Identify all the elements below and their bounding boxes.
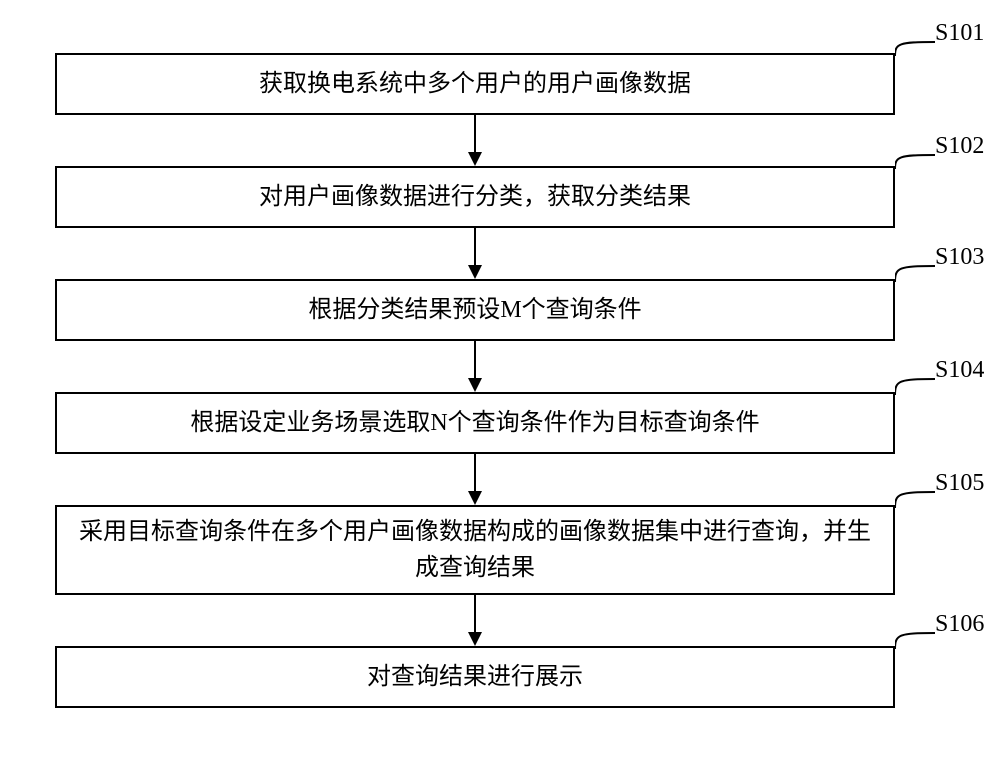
arrow-line [474,595,476,632]
flow-step-text: 根据分类结果预设M个查询条件 [308,292,641,328]
flowchart-canvas: 获取换电系统中多个用户的用户画像数据 S101 对用户画像数据进行分类，获取分类结果… [0,0,1000,771]
connector-S106 [895,631,939,667]
flow-step-label-S105: S105 [935,470,984,497]
flow-step-S101: 获取换电系统中多个用户的用户画像数据 [55,53,895,115]
flow-step-text: 对用户画像数据进行分类，获取分类结果 [259,179,691,215]
arrow-head-icon [468,632,482,646]
flow-step-S105: 采用目标查询条件在多个用户画像数据构成的画像数据集中进行查询，并生成查询结果 [55,505,895,595]
arrow-line [474,454,476,491]
arrow-line [474,228,476,265]
arrow-head-icon [468,265,482,279]
arrow-head-icon [468,378,482,392]
arrow-line [474,115,476,152]
arrow-head-icon [468,491,482,505]
connector-S101 [895,40,939,74]
flow-step-S103: 根据分类结果预设M个查询条件 [55,279,895,341]
flow-step-label-S106: S106 [935,611,984,638]
flow-step-label-S101: S101 [935,20,984,47]
flow-step-text: 采用目标查询条件在多个用户画像数据构成的画像数据集中进行查询，并生成查询结果 [77,514,873,586]
connector-S103 [895,264,939,300]
flow-step-label-S104: S104 [935,357,984,384]
flow-step-S102: 对用户画像数据进行分类，获取分类结果 [55,166,895,228]
connector-S102 [895,153,939,187]
arrow-head-icon [468,152,482,166]
flow-step-text: 对查询结果进行展示 [367,659,583,695]
connector-S105 [895,490,939,526]
flow-step-label-S102: S102 [935,133,984,160]
flow-step-text: 根据设定业务场景选取N个查询条件作为目标查询条件 [190,405,759,441]
flow-step-S104: 根据设定业务场景选取N个查询条件作为目标查询条件 [55,392,895,454]
flow-step-text: 获取换电系统中多个用户的用户画像数据 [259,66,691,102]
connector-S104 [895,377,939,413]
flow-step-label-S103: S103 [935,244,984,271]
flow-step-S106: 对查询结果进行展示 [55,646,895,708]
arrow-line [474,341,476,378]
